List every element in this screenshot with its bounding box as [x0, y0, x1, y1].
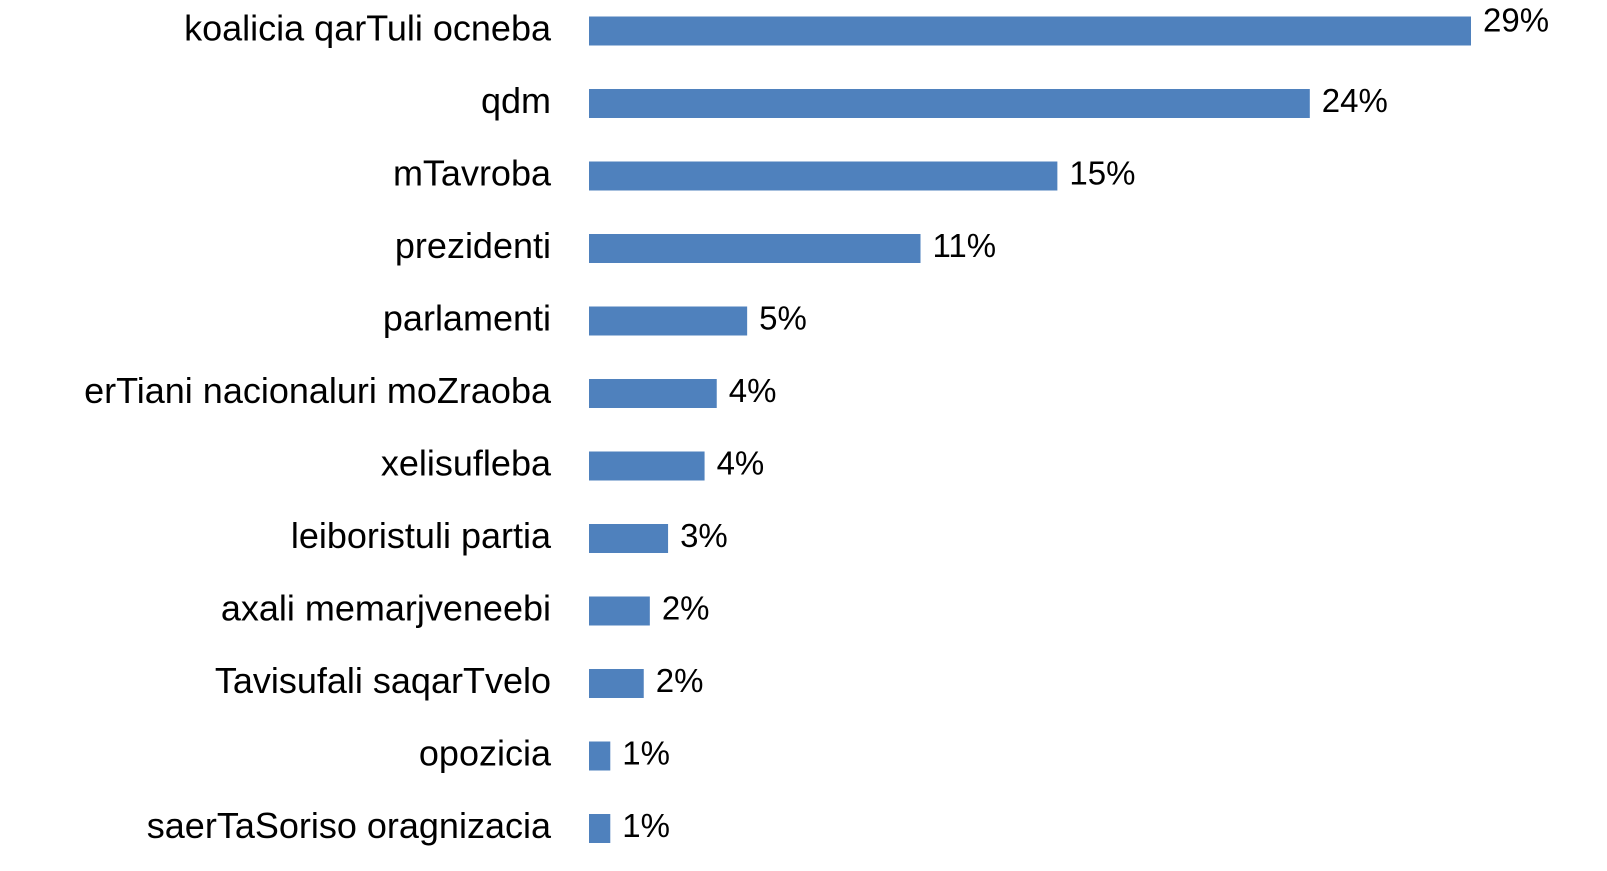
value-label: 1%	[622, 807, 670, 844]
value-label: 29%	[1483, 2, 1549, 39]
value-label: 1%	[622, 735, 670, 772]
value-label: 2%	[662, 590, 710, 627]
value-label: 3%	[680, 517, 728, 554]
value-label: 4%	[729, 372, 777, 409]
category-label: erTiani nacionaluri moZraoba	[84, 370, 552, 411]
category-label: qdm	[481, 80, 551, 121]
category-label: koalicia qarTuli ocneba	[184, 8, 552, 49]
value-label: 4%	[717, 445, 765, 482]
category-label: mTavroba	[393, 153, 552, 194]
bar	[589, 16, 1471, 46]
bar	[589, 596, 650, 626]
bar	[589, 669, 644, 698]
bar	[589, 306, 748, 336]
category-label: prezidenti	[395, 225, 551, 266]
bar	[589, 814, 611, 843]
value-label: 15%	[1069, 155, 1135, 192]
value-label: 2%	[656, 662, 704, 699]
category-label: saerTaSoriso oragnizacia	[147, 805, 552, 846]
category-label: xelisufleba	[381, 443, 552, 484]
bar	[589, 89, 1310, 118]
value-label: 24%	[1322, 82, 1388, 119]
bar	[589, 234, 921, 263]
value-label: 11%	[933, 227, 997, 264]
bar	[589, 524, 669, 553]
bar	[589, 379, 717, 408]
category-label: leiboristuli partia	[291, 515, 552, 556]
bar	[589, 741, 611, 771]
category-label: opozicia	[419, 733, 552, 774]
bar	[589, 161, 1058, 191]
value-label: 5%	[759, 300, 807, 337]
category-label: parlamenti	[383, 298, 551, 339]
category-label: Tavisufali saqarTvelo	[215, 660, 551, 701]
category-label: axali memarjveneebi	[221, 588, 551, 629]
bar	[589, 451, 705, 481]
